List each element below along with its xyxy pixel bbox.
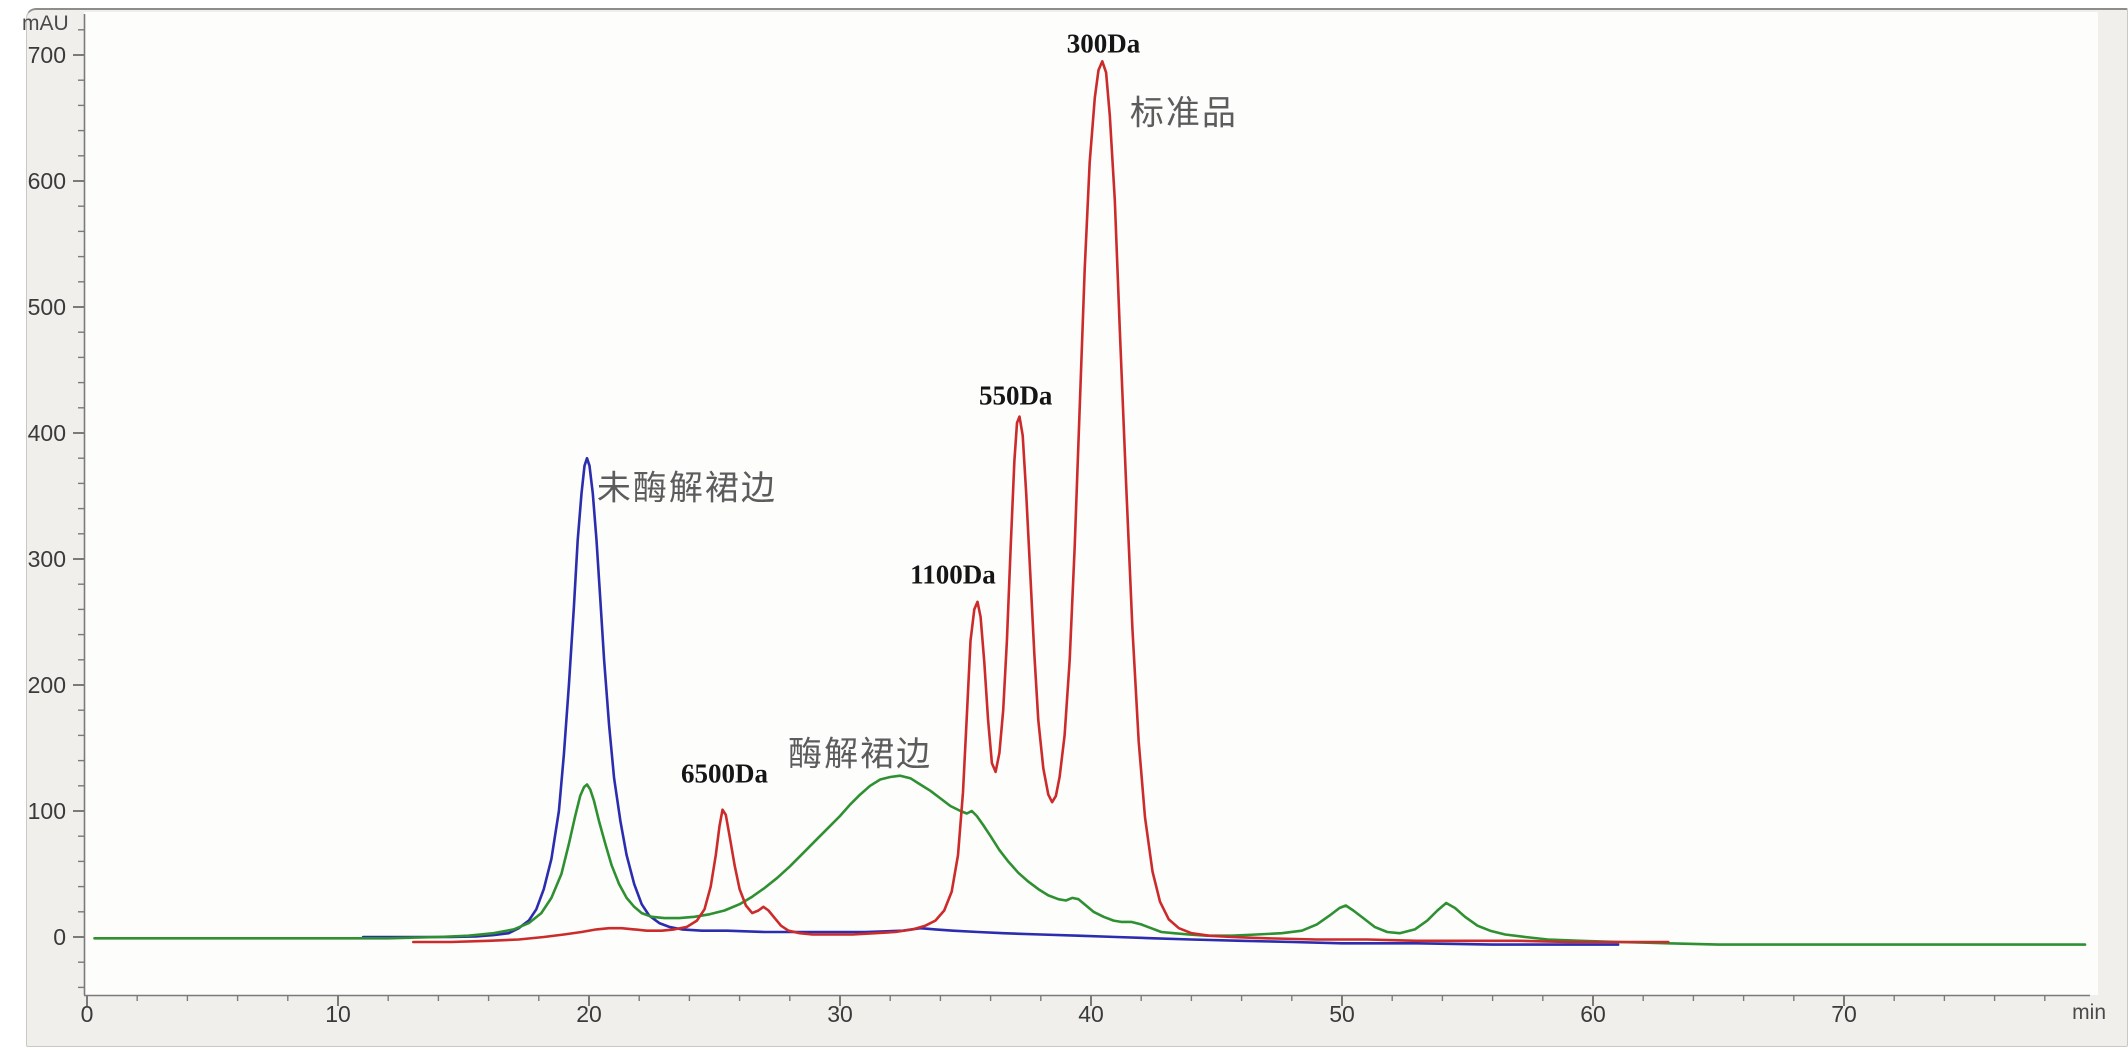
- y-tick-label: 500: [28, 294, 66, 320]
- trace-enzymolyzed: [93, 774, 2087, 946]
- y-tick-label: 100: [28, 798, 66, 824]
- plot-area: [84, 12, 2098, 995]
- x-tick-label: 0: [81, 1001, 94, 1027]
- peak-label-550da: 550Da: [978, 380, 1053, 411]
- y-tick-label: 0: [53, 924, 66, 950]
- annotation-non-enzymolyzed: 未酶解裙边: [596, 470, 777, 508]
- x-tick-label: 30: [827, 1001, 853, 1027]
- peak-label-6500da: 6500Da: [681, 758, 769, 789]
- y-tick-label: 200: [28, 672, 66, 698]
- x-tick-label: 70: [1831, 1001, 1857, 1027]
- y-tick-label: 700: [28, 42, 66, 68]
- x-tick-label: 20: [576, 1001, 602, 1027]
- y-axis-unit-label: mAU: [22, 12, 69, 35]
- x-tick-label: 50: [1329, 1001, 1355, 1027]
- peak-label-1100da: 1100Da: [910, 559, 996, 590]
- annotation-standard: 标准品: [1129, 95, 1238, 133]
- x-tick-label: 10: [325, 1001, 351, 1027]
- y-tick-label: 300: [28, 546, 66, 572]
- trace-non-enzymolyzed: [361, 456, 1620, 946]
- peak-label-300da: 300Da: [1066, 28, 1141, 59]
- x-axis-unit-label: min: [2072, 1001, 2106, 1024]
- x-tick-label: 40: [1078, 1001, 1104, 1027]
- y-tick-label: 600: [28, 168, 66, 194]
- trace-standard: [412, 60, 1670, 944]
- annotation-enzymolyzed: 酶解裙边: [788, 736, 933, 774]
- y-tick-label: 400: [28, 420, 66, 446]
- x-tick-label: 60: [1580, 1001, 1606, 1027]
